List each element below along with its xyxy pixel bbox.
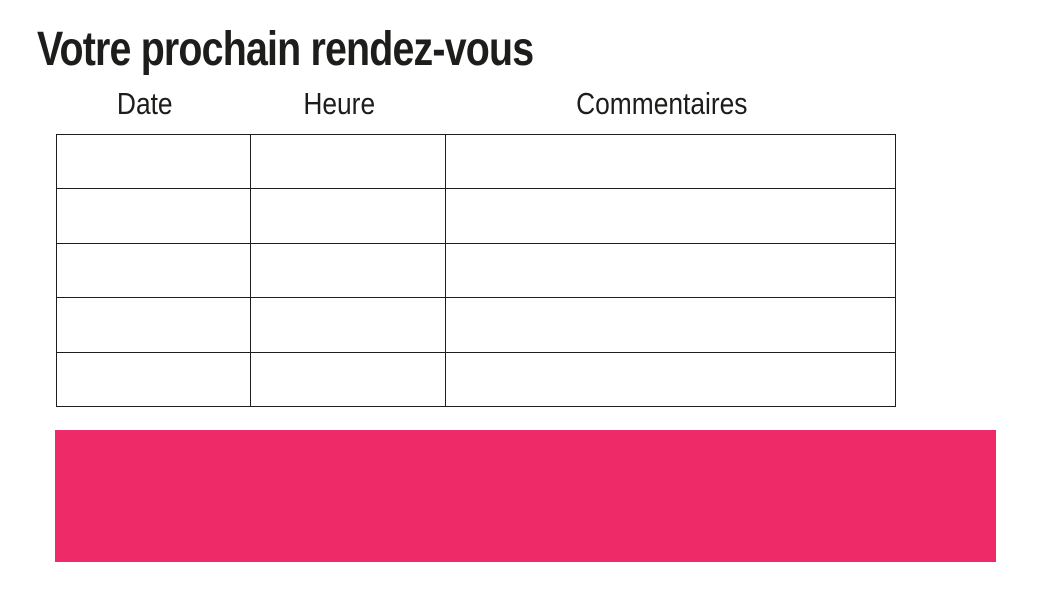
table-row xyxy=(56,133,896,190)
column-header-heure: Heure xyxy=(242,88,437,119)
table-cell-date xyxy=(56,351,251,408)
table-column-headers: Date Heure Commentaires xyxy=(48,88,887,119)
column-header-date-label: Date xyxy=(117,86,173,121)
table-cell-commentaires xyxy=(445,297,896,353)
column-header-commentaires-label: Commentaires xyxy=(576,86,748,121)
column-header-heure-label: Heure xyxy=(303,86,376,121)
appointments-table xyxy=(56,133,896,408)
table-cell-commentaires xyxy=(445,351,896,408)
table-cell-heure xyxy=(250,133,446,190)
table-cell-date xyxy=(56,242,251,299)
table-cell-heure xyxy=(250,188,446,244)
table-cell-date xyxy=(56,297,251,353)
table-row xyxy=(56,297,896,353)
table-cell-date xyxy=(56,133,251,190)
column-header-commentaires: Commentaires xyxy=(437,88,887,119)
page-title: Votre prochain rendez-vous xyxy=(37,23,534,76)
column-header-date: Date xyxy=(48,88,242,119)
table-cell-commentaires xyxy=(445,133,896,190)
table-cell-commentaires xyxy=(445,242,896,299)
table-row xyxy=(56,242,896,299)
table-cell-date xyxy=(56,188,251,244)
table-cell-heure xyxy=(250,242,446,299)
table-cell-heure xyxy=(250,297,446,353)
table-cell-commentaires xyxy=(445,188,896,244)
table-cell-heure xyxy=(250,351,446,408)
table-row xyxy=(56,351,896,408)
pink-banner xyxy=(55,430,996,562)
table-row xyxy=(56,188,896,244)
